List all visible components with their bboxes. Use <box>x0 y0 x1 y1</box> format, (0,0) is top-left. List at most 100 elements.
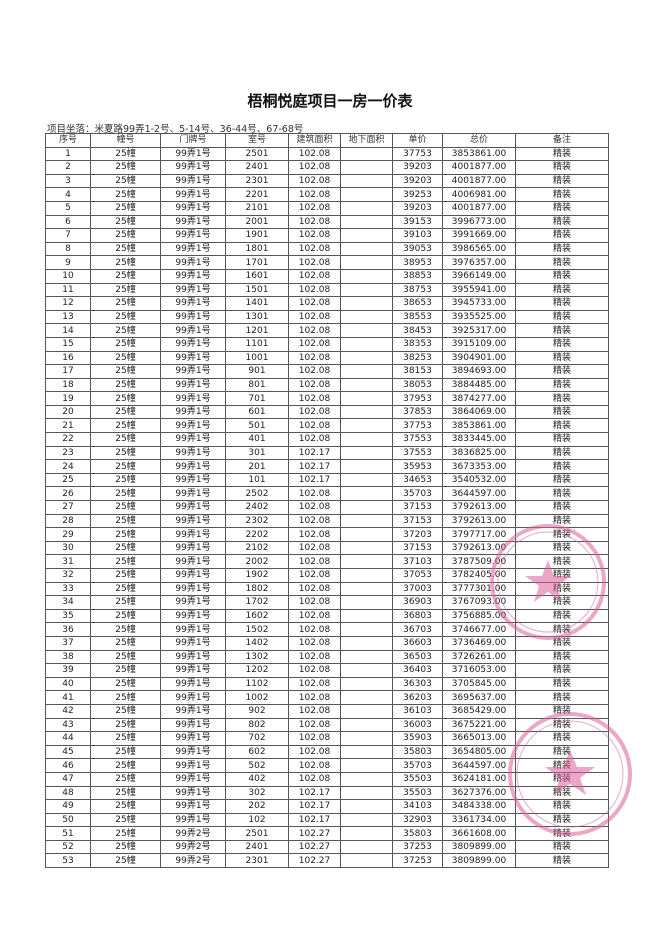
table-cell: 38153 <box>392 364 443 379</box>
table-cell: 201 <box>225 459 289 474</box>
table-cell: 37253 <box>392 839 443 855</box>
table-cell: 99弄1号 <box>160 703 226 719</box>
table-cell: 25幢 <box>90 432 161 447</box>
table-cell: 3726261.00 <box>442 649 516 665</box>
price-table: 序号 幢号 门牌号 室号 建筑面积 地下面积 单价 总价 备注 1 25幢 99弄1号 2501 102… <box>45 133 609 869</box>
table-cell: 37853 <box>392 404 443 420</box>
table-cell: 7 <box>45 228 91 243</box>
table-cell: 3836825.00 <box>442 445 516 461</box>
column-header: 幢号 <box>90 133 161 148</box>
table-cell: 4 <box>45 187 91 202</box>
table-cell <box>340 187 393 202</box>
table-cell: 3 <box>45 173 91 189</box>
table-cell: 8 <box>45 241 91 257</box>
table-cell: 25幢 <box>90 268 161 284</box>
table-cell <box>340 309 393 325</box>
table-cell: 精装 <box>515 187 609 202</box>
table-cell: 25幢 <box>90 500 161 515</box>
table-cell: 4001877.00 <box>442 160 516 175</box>
table-cell: 39203 <box>392 200 443 216</box>
table-cell: 102.08 <box>288 309 341 325</box>
table-cell: 35803 <box>392 826 443 841</box>
table-cell: 1801 <box>225 241 289 257</box>
table-cell <box>340 731 393 746</box>
table-cell: 36 <box>45 622 91 637</box>
table-cell: 36703 <box>392 622 443 637</box>
table-row: 1 25幢 99弄1号 2501 102.08 37753 3853861.00 精装 <box>45 146 609 162</box>
table-cell: 38553 <box>392 309 443 325</box>
table-cell: 5 <box>45 200 91 216</box>
table-cell: 38653 <box>392 296 443 311</box>
table-cell: 精装 <box>515 296 609 311</box>
table-cell: 1 <box>45 146 91 162</box>
table-cell: 44 <box>45 731 91 746</box>
table-cell <box>340 744 393 760</box>
table-row: 46 25幢 99弄1号 502 102.08 35703 3644597.00 精装 <box>45 758 609 773</box>
table-cell: 精装 <box>515 200 609 216</box>
table-cell: 3665013.00 <box>442 731 516 746</box>
table-cell <box>340 690 393 705</box>
table-cell <box>340 527 393 542</box>
table-cell: 50 <box>45 812 91 828</box>
table-cell: 25幢 <box>90 445 161 461</box>
table-cell: 102.08 <box>288 622 341 637</box>
table-cell: 102.08 <box>288 500 341 515</box>
table-cell: 102.08 <box>288 296 341 311</box>
table-cell: 1601 <box>225 268 289 284</box>
table-header: 序号 幢号 门牌号 室号 建筑面积 地下面积 单价 总价 备注 <box>45 133 609 148</box>
table-cell: 99弄1号 <box>160 799 226 814</box>
table-cell: 99弄1号 <box>160 432 226 447</box>
table-cell: 701 <box>225 391 289 406</box>
table-row: 35 25幢 99弄1号 1602 102.08 36803 3756885.00 精装 <box>45 608 609 624</box>
table-cell: 99弄2号 <box>160 853 226 869</box>
table-cell: 99弄1号 <box>160 377 226 393</box>
table-cell: 3782405.00 <box>442 568 516 583</box>
table-cell: 精装 <box>515 812 609 828</box>
table-cell: 精装 <box>515 853 609 869</box>
table-cell: 39 <box>45 663 91 678</box>
table-row: 26 25幢 99弄1号 2502 102.08 35703 3644597.00 精装 <box>45 486 609 502</box>
table-cell: 37753 <box>392 418 443 434</box>
table-cell: 102.08 <box>288 758 341 773</box>
table-cell: 102.08 <box>288 595 341 610</box>
table-cell: 3797717.00 <box>442 527 516 542</box>
table-cell: 102.08 <box>288 703 341 719</box>
table-cell <box>340 350 393 366</box>
table-cell: 99弄1号 <box>160 690 226 705</box>
table-cell: 3787509.00 <box>442 554 516 569</box>
table-cell: 精装 <box>515 568 609 583</box>
table-cell: 25幢 <box>90 554 161 569</box>
table-cell: 102.08 <box>288 146 341 162</box>
table-cell: 102.17 <box>288 799 341 814</box>
table-cell: 3540532.00 <box>442 472 516 488</box>
table-cell: 25幢 <box>90 771 161 787</box>
table-cell <box>340 785 393 801</box>
table-cell: 99弄1号 <box>160 771 226 787</box>
table-cell: 35 <box>45 608 91 624</box>
table-cell: 20 <box>45 404 91 420</box>
table-cell: 23 <box>45 445 91 461</box>
table-cell <box>340 404 393 420</box>
table-cell: 99弄1号 <box>160 812 226 828</box>
table-row: 24 25幢 99弄1号 201 102.17 35953 3673353.00 精装 <box>45 459 609 474</box>
table-cell: 11 <box>45 282 91 298</box>
table-cell: 16 <box>45 350 91 366</box>
table-cell <box>340 255 393 270</box>
table-cell: 802 <box>225 717 289 733</box>
table-cell: 99弄1号 <box>160 568 226 583</box>
table-cell: 99弄1号 <box>160 173 226 189</box>
table-cell: 精装 <box>515 146 609 162</box>
table-cell: 102.08 <box>288 160 341 175</box>
column-header: 地下面积 <box>340 133 393 148</box>
table-cell: 102.08 <box>288 432 341 447</box>
table-cell: 37153 <box>392 540 443 556</box>
table-cell: 精装 <box>515 268 609 284</box>
table-cell: 3894693.00 <box>442 364 516 379</box>
table-cell: 25幢 <box>90 812 161 828</box>
table-row: 34 25幢 99弄1号 1702 102.08 36903 3767093.00 精装 <box>45 595 609 610</box>
table-cell: 25幢 <box>90 568 161 583</box>
table-cell: 35503 <box>392 771 443 787</box>
table-cell: 2001 <box>225 214 289 230</box>
table-cell: 25幢 <box>90 228 161 243</box>
table-row: 6 25幢 99弄1号 2001 102.08 39153 3996773.00 精装 <box>45 214 609 230</box>
